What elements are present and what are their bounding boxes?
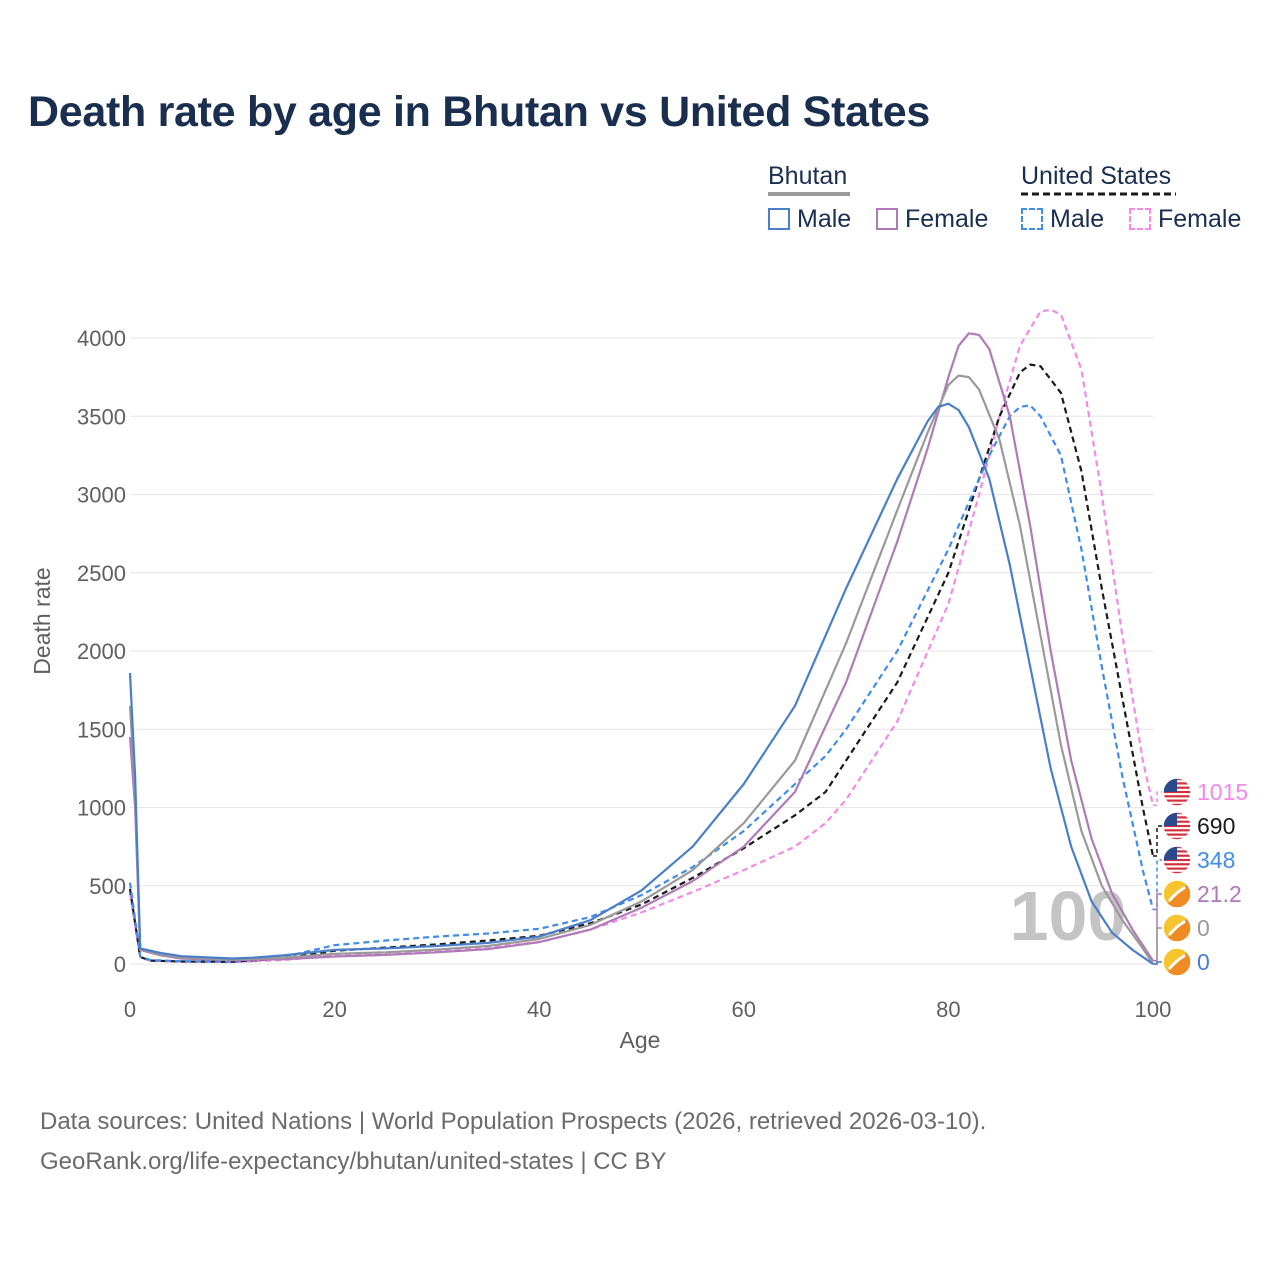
y-tick-label-1500: 1500 [77,717,126,742]
bhutan-flag-icon [1162,947,1192,977]
end-label-us-male: 348 [1197,847,1235,873]
y-tick-label-4000: 4000 [77,326,126,351]
series-line-bhutan-male[interactable] [128,402,1154,965]
watermark-age: 100 [1010,877,1127,955]
end-markers: 1015 690 348 21.2 0 0 [1153,777,1248,977]
legend-item-us-female[interactable]: Female [1129,204,1241,234]
series-line-us-total[interactable] [128,363,1155,963]
grid-lines [130,337,1153,965]
y-tick-label-0: 0 [114,952,126,977]
legend-label-us-male: Male [1050,204,1105,233]
legend-group-bhutan-underline [768,192,850,196]
series-line-us-male[interactable] [128,404,1155,963]
legend-item-bhutan-female[interactable]: Female [876,204,988,234]
legend-group-united-states: United States [1021,162,1171,191]
legend-swatch-bhutan-male [768,208,790,230]
legend-group-bhutan: Bhutan [768,162,847,191]
legend-item-bhutan-male[interactable]: Male [768,204,851,234]
end-connector-us-male [1153,859,1162,911]
legend-swatch-us-male [1021,208,1043,230]
legend-label-bhutan-male: Male [797,204,852,233]
series-line-bhutan-total[interactable] [128,374,1154,965]
end-label-bhutan-female: 21.2 [1197,881,1242,907]
series-lines [128,308,1155,965]
y-axis-title: Death rate [29,567,55,674]
y-tick-label-3000: 3000 [77,483,126,508]
end-label-bhutan-total: 0 [1197,915,1210,941]
bhutan-flag-icon [1162,913,1192,943]
legend-label-bhutan-female: Female [905,204,989,233]
end-connector-us-total [1153,825,1162,857]
y-tick-label-2000: 2000 [77,639,126,664]
legend-group-united-states-label: United States [1021,162,1172,190]
us-flag-icon [1162,845,1192,875]
y-tick-label-500: 500 [89,874,126,899]
end-connector-us-female [1153,791,1162,806]
legend-group-united-states-underline [1021,192,1176,196]
end-label-us-total: 690 [1197,813,1235,839]
x-tick-label-0: 0 [124,997,136,1022]
x-tick-label-60: 60 [732,997,756,1022]
x-tick-label-40: 40 [527,997,551,1022]
end-connector-bhutan-male [1153,961,1162,965]
legend-item-us-male[interactable]: Male [1021,204,1104,234]
bhutan-flag-icon [1162,879,1192,909]
series-line-bhutan-female[interactable] [128,332,1154,962]
y-tick-label-2500: 2500 [77,561,126,586]
axes: 0 500 1000 1500 2000 2500 3000 3500 4000 0 20 40 60 8… [77,326,1171,1022]
source-line-2[interactable]: GeoRank.org/life-expectancy/bhutan/unite… [40,1148,667,1175]
end-label-bhutan-male: 0 [1197,949,1210,975]
end-connector-bhutan-total [1153,927,1162,965]
us-flag-icon [1162,777,1192,807]
series-line-us-female[interactable] [128,308,1155,964]
x-axis-title: Age [620,1027,661,1053]
end-label-us-female: 1015 [1197,779,1248,805]
us-flag-icon [1162,811,1192,841]
y-tick-label-3500: 3500 [77,404,126,429]
x-tick-label-100: 100 [1135,997,1172,1022]
x-tick-label-20: 20 [322,997,346,1022]
chart-title: Death rate by age in Bhutan vs United St… [28,88,930,136]
y-tick-label-1000: 1000 [77,796,126,821]
legend-swatch-us-female [1129,208,1151,230]
legend-label-us-female: Female [1158,204,1242,233]
x-tick-label-80: 80 [936,997,960,1022]
legend-group-bhutan-label: Bhutan [768,162,848,190]
source-line-1: Data sources: United Nations | World Pop… [40,1108,987,1135]
legend-swatch-bhutan-female [876,208,898,230]
